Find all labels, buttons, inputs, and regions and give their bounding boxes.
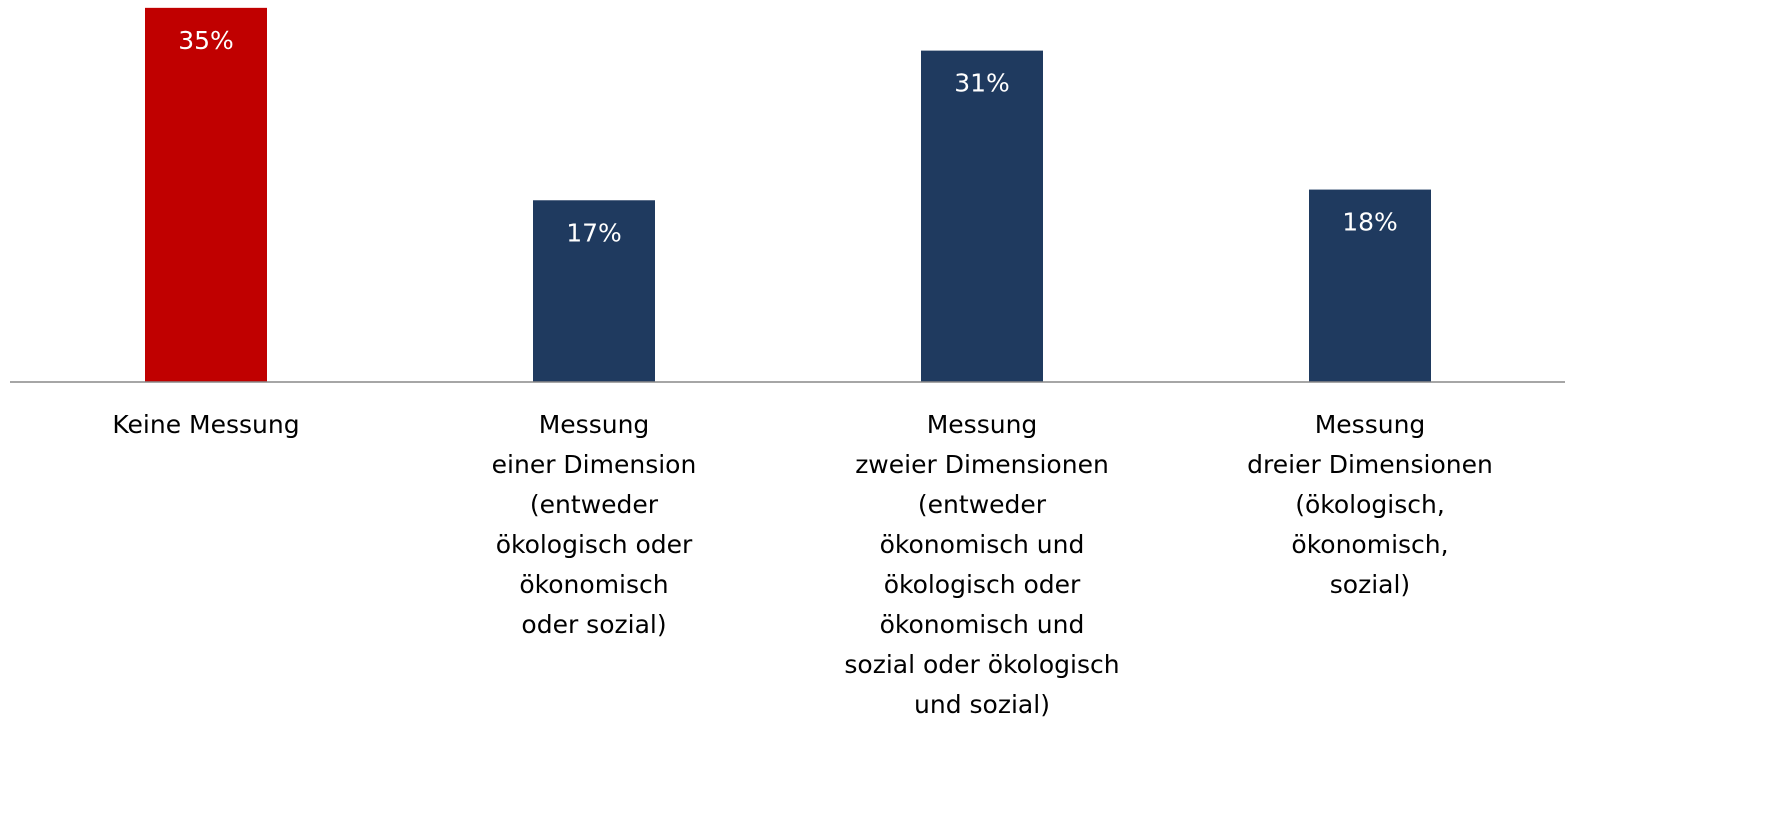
x-tick-label: sozial oder ökologisch — [844, 650, 1119, 679]
x-tick-label: ökonomisch und — [880, 610, 1085, 639]
x-tick-label: sozial) — [1330, 570, 1410, 599]
x-tick-label: (entweder — [530, 490, 659, 519]
x-tick-label: ökonomisch — [519, 570, 668, 599]
x-tick-label: dreier Dimensionen — [1247, 450, 1493, 479]
x-tick-label: einer Dimension — [492, 450, 697, 479]
x-tick-label: zweier Dimensionen — [855, 450, 1109, 479]
x-tick-label: ökonomisch und — [880, 530, 1085, 559]
bar — [145, 7, 267, 382]
x-tick-label: Keine Messung — [112, 410, 299, 439]
x-tick-label: ökologisch oder — [496, 530, 693, 559]
x-tick-label: (ökologisch, — [1295, 490, 1445, 519]
bar — [1309, 189, 1431, 382]
bar — [533, 200, 655, 382]
x-tick-label: ökonomisch, — [1291, 530, 1448, 559]
data-label: 17% — [566, 218, 622, 247]
x-tick-label: ökologisch oder — [884, 570, 1081, 599]
x-tick-label: Messung — [927, 410, 1038, 439]
x-tick-label: Messung — [1315, 410, 1426, 439]
data-label: 31% — [954, 69, 1010, 98]
x-tick-label: und sozial) — [914, 690, 1050, 719]
data-label: 18% — [1342, 208, 1398, 237]
data-label: 35% — [178, 26, 234, 55]
x-tick-label: Messung — [539, 410, 650, 439]
bar — [921, 50, 1043, 383]
x-tick-label: (entweder — [918, 490, 1047, 519]
x-tick-label: oder sozial) — [521, 610, 666, 639]
